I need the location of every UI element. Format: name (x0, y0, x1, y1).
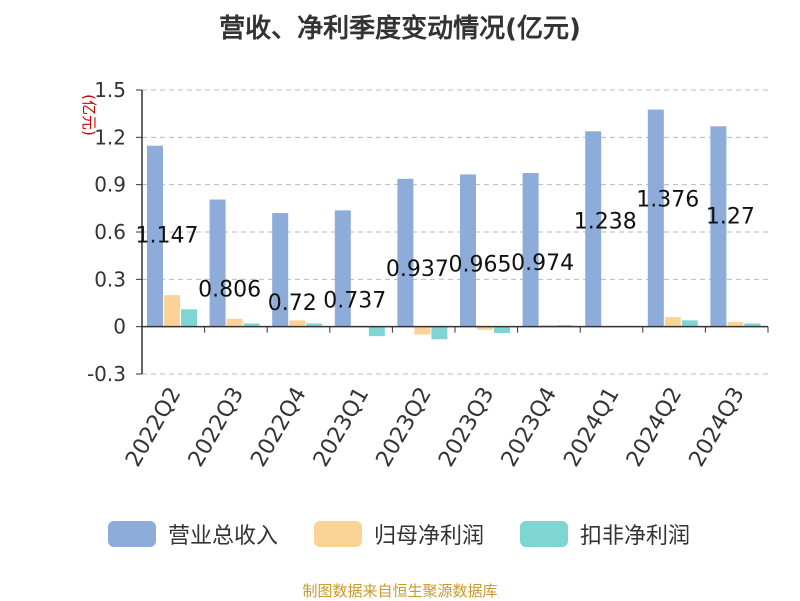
bar-net-profit (164, 295, 180, 327)
bar-revenue (334, 210, 351, 327)
data-label: 0.974 (511, 251, 574, 276)
legend-label-revenue: 营业总收入 (168, 524, 279, 549)
bar-deducted-profit (494, 326, 510, 333)
bar-net-profit (414, 326, 431, 335)
x-tick-label: 2023Q1 (309, 383, 374, 471)
bar-deducted-profit (181, 309, 197, 327)
bar-deducted-profit (306, 323, 323, 327)
legend-item-deducted-profit[interactable]: 扣非净利润 (520, 518, 690, 550)
data-label: 0.72 (268, 291, 317, 316)
y-tick-label: 1.2 (94, 125, 126, 149)
bar-revenue (209, 199, 226, 327)
y-tick-label: 1.5 (94, 78, 126, 102)
x-tick-label: 2024Q3 (685, 383, 750, 471)
y-tick-label: 0.9 (94, 173, 126, 197)
data-label: 0.737 (323, 288, 386, 313)
legend-swatch-revenue (108, 521, 156, 547)
bar-revenue (147, 145, 163, 327)
x-tick-label: 2024Q2 (622, 383, 687, 471)
chart-title: 营收、净利季度变动情况(亿元) (219, 14, 581, 44)
legend-swatch-net-profit (314, 521, 363, 547)
data-label: 0.937 (386, 257, 449, 282)
bar-revenue (522, 172, 539, 327)
bar-net-profit (539, 325, 556, 327)
bar-net-profit (226, 318, 243, 327)
y-axis-label: (亿元) (80, 94, 98, 136)
bar-net-profit (289, 320, 306, 327)
x-tick-label: 2023Q3 (434, 383, 499, 471)
x-tick-label: 2022Q2 (121, 383, 186, 471)
bar-deducted-profit (431, 326, 448, 340)
data-label: 1.238 (574, 209, 637, 234)
bar-revenue (647, 109, 664, 327)
data-label: 1.376 (636, 188, 699, 213)
x-tick-label: 2023Q2 (372, 383, 437, 471)
data-label: 1.147 (136, 224, 199, 249)
data-label: 0.806 (198, 277, 261, 302)
bar-revenue (585, 131, 602, 327)
bar-deducted-profit (368, 326, 385, 337)
legend-item-revenue[interactable]: 营业总收入 (108, 518, 278, 550)
x-tick-label: 2022Q4 (246, 383, 311, 471)
legend: 营业总收入 归母净利润 扣非净利润 (108, 518, 690, 550)
bar-deducted-profit (744, 323, 761, 327)
source-note: 制图数据来自恒生聚源数据库 (302, 582, 498, 600)
bar-net-profit (664, 317, 681, 327)
y-tick-label: -0.3 (87, 362, 126, 386)
legend-swatch-deducted-profit (520, 521, 569, 547)
bar-net-profit (727, 321, 744, 327)
x-tick-label: 2024Q1 (559, 383, 624, 471)
y-tick-label: 0.6 (94, 220, 126, 244)
bar-revenue (272, 213, 289, 327)
bar-net-profit (477, 326, 493, 330)
bar-revenue (397, 178, 414, 327)
bar-deducted-profit (556, 325, 573, 327)
legend-item-net-profit[interactable]: 归母净利润 (314, 518, 484, 550)
legend-label-net-profit: 归母净利润 (374, 524, 485, 549)
data-label: 1.27 (706, 204, 755, 229)
bar-deducted-profit (243, 323, 260, 327)
y-tick-label: 0 (113, 315, 126, 339)
bar-revenue (460, 174, 476, 327)
legend-label-deducted-profit: 扣非净利润 (580, 524, 691, 549)
y-tick-label: 0.3 (94, 267, 126, 291)
x-tick-label: 2023Q4 (497, 383, 562, 471)
bar-deducted-profit (681, 320, 698, 327)
data-label: 0.965 (449, 252, 512, 277)
x-tick-label: 2022Q3 (184, 383, 249, 471)
bar-revenue (710, 126, 727, 327)
